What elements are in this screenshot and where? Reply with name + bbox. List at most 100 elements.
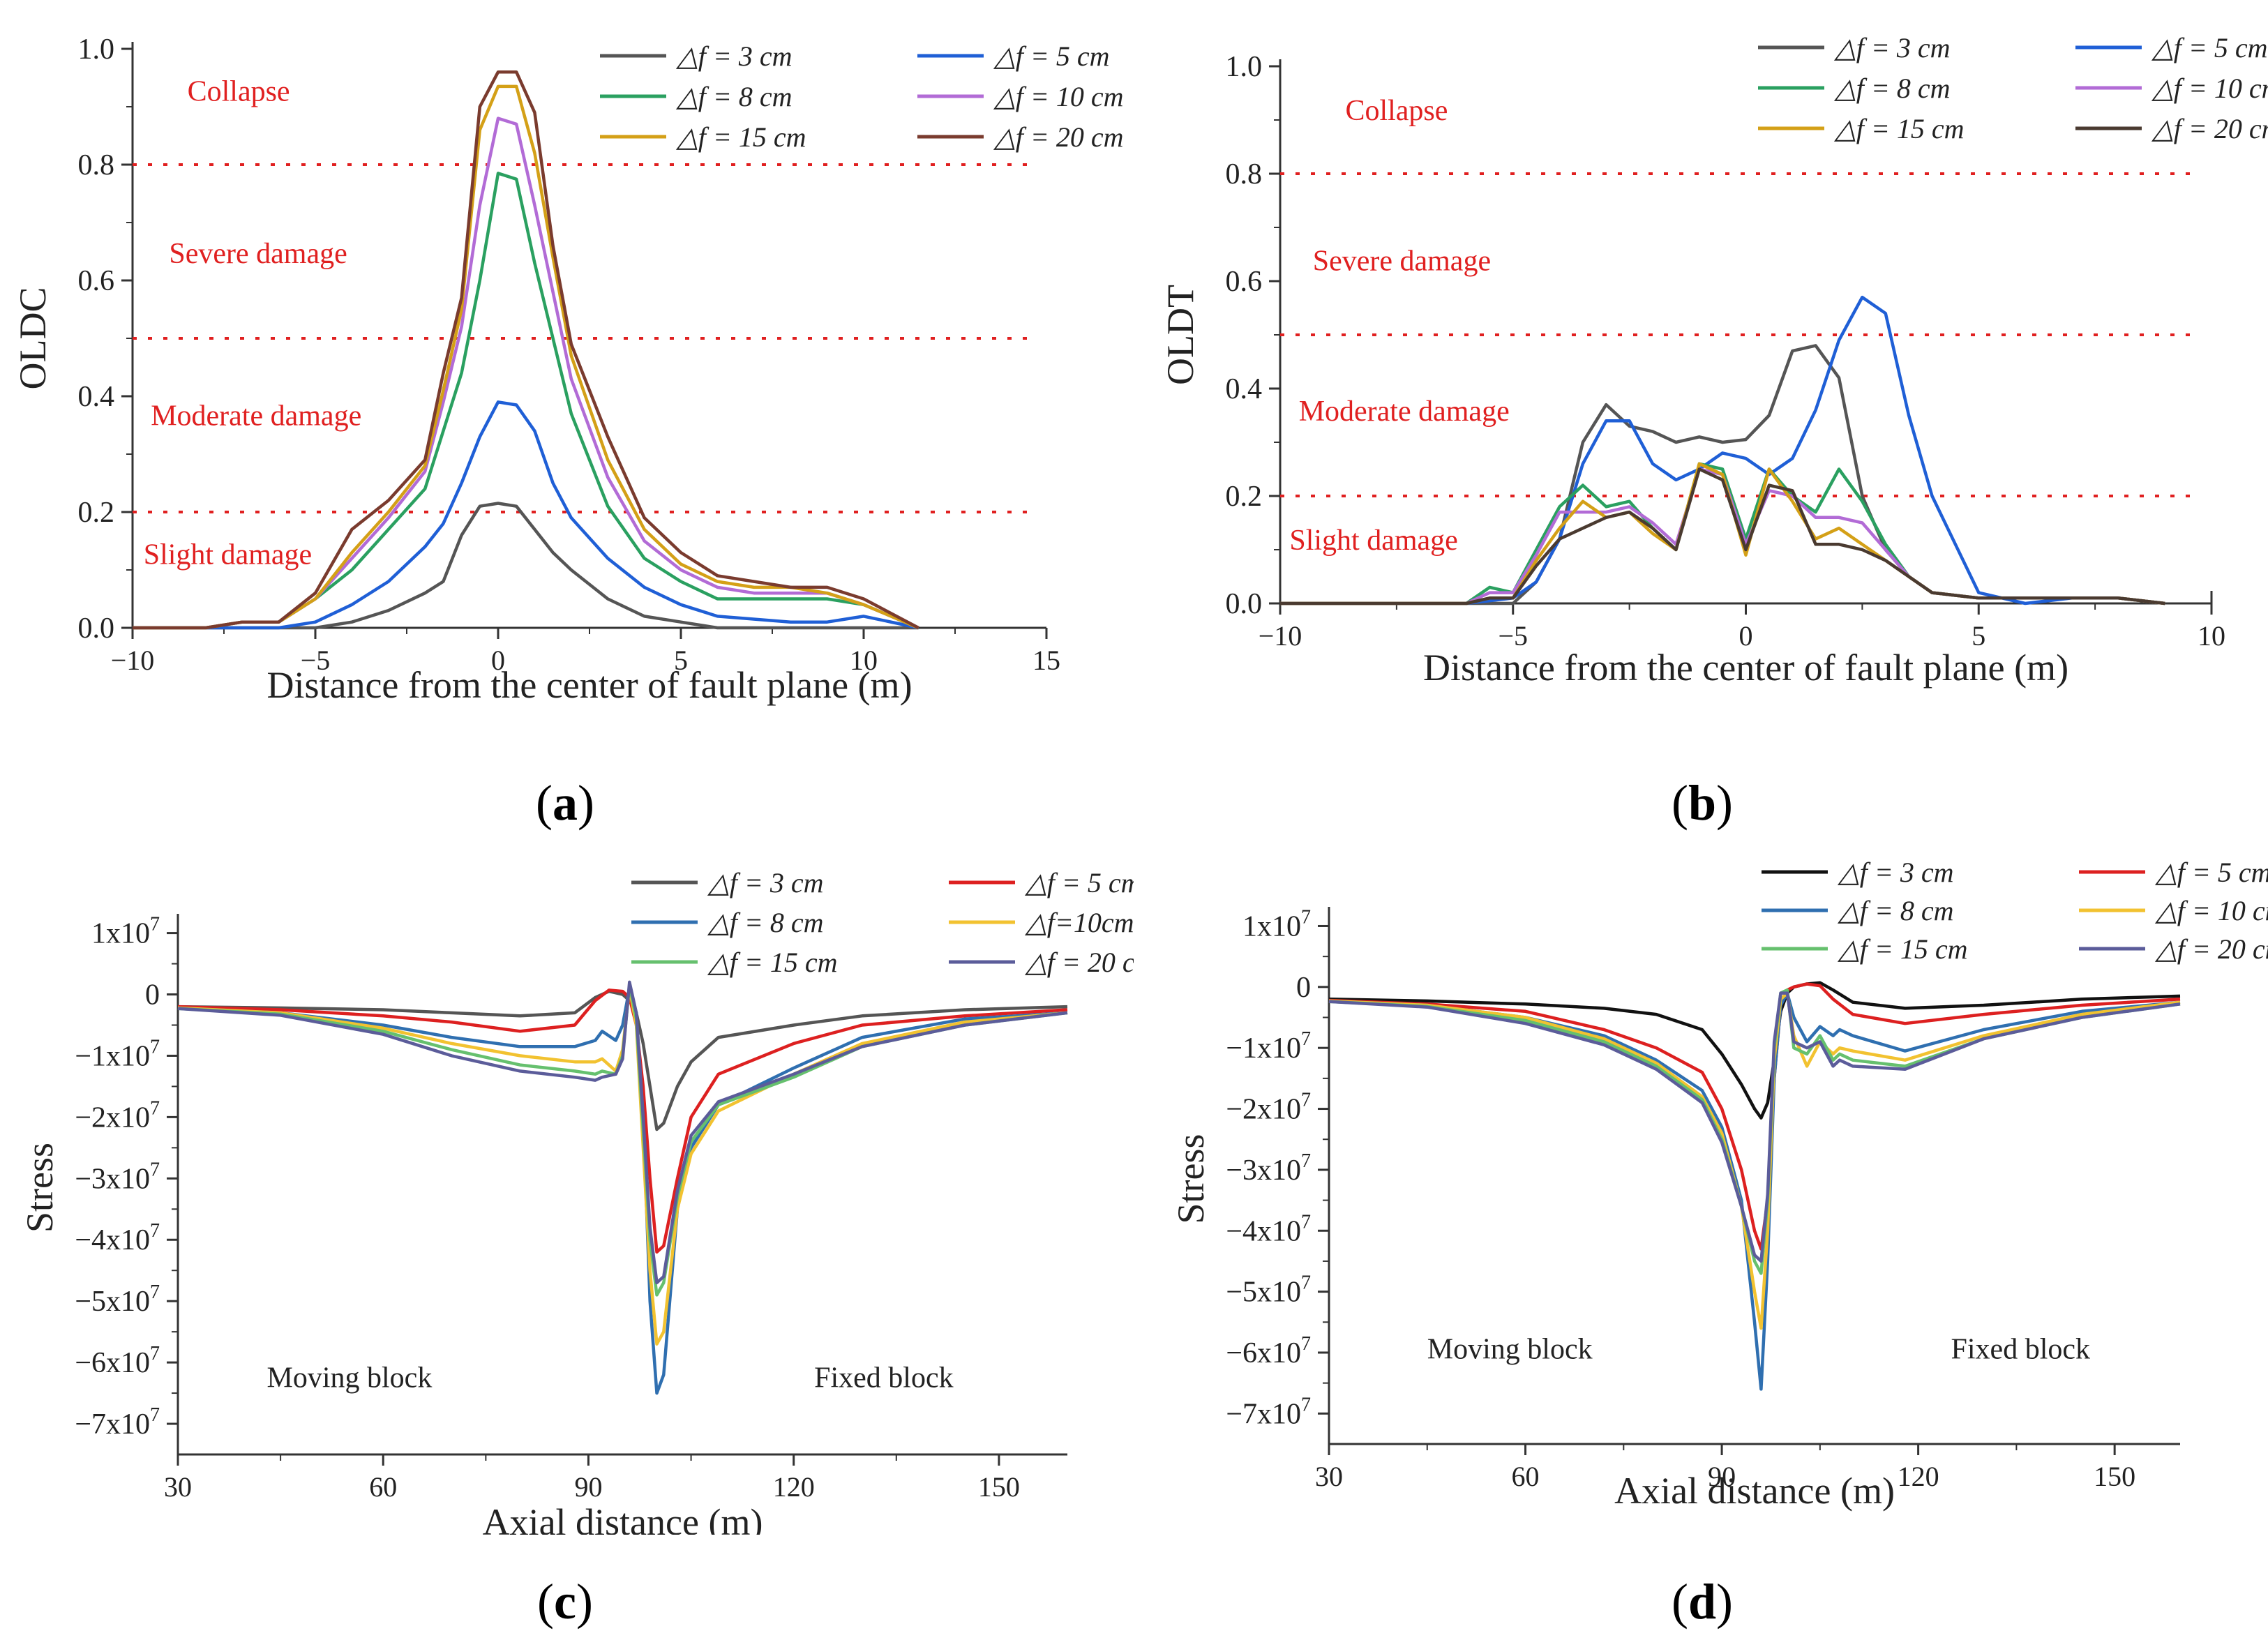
legend-entry: △f = 8 cm [1833, 73, 1951, 104]
axes-a: −10 −5 0 5 10 15 0.0 0.2 0.4 0.6 0.8 1.0 [78, 33, 1061, 676]
legend-entry: △f = 10 cm [993, 81, 1124, 112]
legend-entry: △f = 20 cm [1024, 947, 1134, 978]
legend-entry: △f = 15 cm [1837, 933, 1968, 965]
legend-entry: △f = 5 cm [1024, 867, 1134, 898]
y-tick-label: 0.8 [1226, 158, 1263, 190]
y-tick-label: 0 [1296, 972, 1311, 1004]
series-line-6 [133, 70, 919, 630]
y-tick-label: 0.0 [78, 612, 115, 645]
legend-entry: △f = 15 cm [675, 121, 806, 153]
chart-panel-b: −10 −5 0 5 10 0.0 0.2 0.4 0.6 0.8 1.0 Distance from… [1159, 32, 2268, 689]
legend-entry: △f = 8 cm [707, 907, 824, 938]
axes-c: 30 60 90 120 150 1x107 0 −1x107 −2x107 −3x107 −4x1… [75, 914, 1067, 1503]
chart-panel-d: 30 60 90 120 150 1x107 0 −1x107 −2x107 −3x107 −4x1… [1170, 857, 2268, 1512]
y-tick-label: −1x107 [75, 1036, 160, 1072]
panel-label-c: (c) [537, 1574, 593, 1630]
series-line-6 [177, 980, 1068, 1285]
legend-entry: △f = 3 cm [1833, 32, 1951, 63]
block-annotation: Fixed block [814, 1362, 953, 1394]
chart-panel-a: −10 −5 0 5 10 15 0.0 0.2 0.4 0.6 0.8 1.0 Distance fr… [12, 33, 1124, 706]
x-tick-label: 60 [369, 1471, 397, 1503]
x-axis-label: Distance from the center of fault plane … [266, 664, 912, 706]
x-tick-label: 0 [491, 645, 505, 676]
y-tick-label: 0.6 [1226, 266, 1263, 298]
y-tick-label: 0.2 [1226, 481, 1263, 513]
y-axis-label: OLDT [1159, 285, 1201, 385]
y-tick-label: −7x107 [75, 1404, 160, 1441]
legend-entry: △f = 10 cm [2154, 895, 2268, 926]
x-tick-label: 5 [1972, 620, 1985, 652]
legend-entry: △f = 5 cm [2154, 857, 2268, 888]
x-axis-label: Axial distance (m) [1614, 1470, 1895, 1512]
x-tick-label: 150 [2094, 1461, 2135, 1492]
y-tick-label: 1x107 [91, 914, 160, 950]
axes-d: 30 60 90 120 150 1x107 0 −1x107 −2x107 −3x107 −4x1… [1226, 906, 2180, 1492]
legend-c: △f = 3 cm △f = 5 cm △f = 8 cm △f=10cm △f = 1… [631, 867, 1134, 978]
series-line-6 [1280, 467, 2165, 606]
legend-entry: △f = 20 cm [2154, 933, 2268, 965]
legend-d: △f = 3 cm △f = 5 cm △f = 8 cm △f = 10 cm △f … [1762, 857, 2268, 965]
x-tick-label: 90 [574, 1471, 602, 1503]
zone-label: Moderate damage [1299, 396, 1510, 428]
y-tick-label: 0.0 [1226, 588, 1263, 620]
block-annotation: Moving block [1427, 1334, 1593, 1366]
y-tick-label: 1.0 [1226, 51, 1263, 83]
x-tick-label: 150 [978, 1471, 1020, 1503]
legend-entry: △f=10cm [1024, 907, 1134, 938]
x-tick-label: 10 [2198, 620, 2225, 652]
x-tick-label: 90 [1708, 1461, 1736, 1492]
zone-label: Slight damage [1289, 525, 1457, 557]
y-tick-label: −5x107 [75, 1281, 160, 1318]
chart-panel-c: 30 60 90 120 150 1x107 0 −1x107 −2x107 −3x107 −4x1… [19, 867, 1134, 1535]
y-tick-label: 0.4 [78, 381, 115, 413]
series-line-4 [1328, 991, 2181, 1330]
legend-entry: △f = 8 cm [1837, 895, 1954, 926]
y-tick-label: −1x107 [1226, 1028, 1311, 1065]
y-tick-label: 0.4 [1226, 373, 1263, 405]
y-tick-label: 0.6 [78, 265, 115, 297]
x-tick-label: −10 [1259, 620, 1302, 652]
y-tick-label: −4x107 [1226, 1211, 1311, 1247]
panel-label-a: (a) [536, 775, 594, 831]
legend-entry: △f = 15 cm [1833, 113, 1965, 144]
zone-label: Collapse [188, 76, 290, 108]
legend-entry: △f = 5 cm [2151, 32, 2268, 63]
x-axis-label: Axial distance (m) [483, 1501, 763, 1535]
series-line-2 [133, 400, 919, 630]
zone-label: Moderate damage [151, 400, 361, 433]
x-axis-label: Distance from the center of fault plane … [1423, 647, 2068, 689]
x-tick-label: 120 [773, 1471, 815, 1503]
y-tick-label: −7x107 [1226, 1394, 1311, 1430]
series-line-5 [133, 84, 919, 630]
zone-label: Severe damage [1313, 246, 1491, 278]
panel-label-d: (d) [1671, 1574, 1733, 1630]
series-line-3 [1328, 991, 2181, 1391]
x-tick-label: 15 [1032, 645, 1060, 676]
y-tick-label: −6x107 [1226, 1333, 1311, 1369]
legend-entry: △f = 20 cm [993, 121, 1124, 153]
x-tick-label: 5 [674, 645, 688, 676]
y-tick-label: 0.2 [78, 497, 115, 529]
y-tick-label: 0.8 [78, 149, 115, 181]
y-axis-label: Stress [19, 1143, 61, 1233]
y-tick-label: 0 [145, 979, 160, 1011]
y-tick-label: −3x107 [75, 1159, 160, 1195]
legend-entry: △f = 8 cm [675, 81, 793, 112]
y-tick-label: 1.0 [78, 33, 115, 66]
x-tick-label: −10 [111, 645, 155, 676]
legend-a: △f = 3 cm △f = 5 cm △f = 8 cm △f = 10 cm △f … [600, 40, 1124, 153]
x-tick-label: −5 [1498, 620, 1528, 652]
legend-entry: △f = 3 cm [675, 40, 793, 72]
x-tick-label: 30 [1315, 1461, 1343, 1492]
zone-label: Collapse [1345, 95, 1448, 127]
y-axis-label: Stress [1170, 1134, 1212, 1224]
y-tick-label: −5x107 [1226, 1272, 1311, 1309]
series-line-6 [1328, 991, 2181, 1263]
x-tick-label: −5 [301, 645, 331, 676]
block-annotation: Fixed block [1951, 1334, 2090, 1366]
zone-label: Severe damage [169, 238, 347, 270]
x-tick-label: 60 [1512, 1461, 1540, 1492]
legend-entry: △f = 3 cm [1837, 857, 1954, 888]
x-tick-label: 30 [164, 1471, 192, 1503]
